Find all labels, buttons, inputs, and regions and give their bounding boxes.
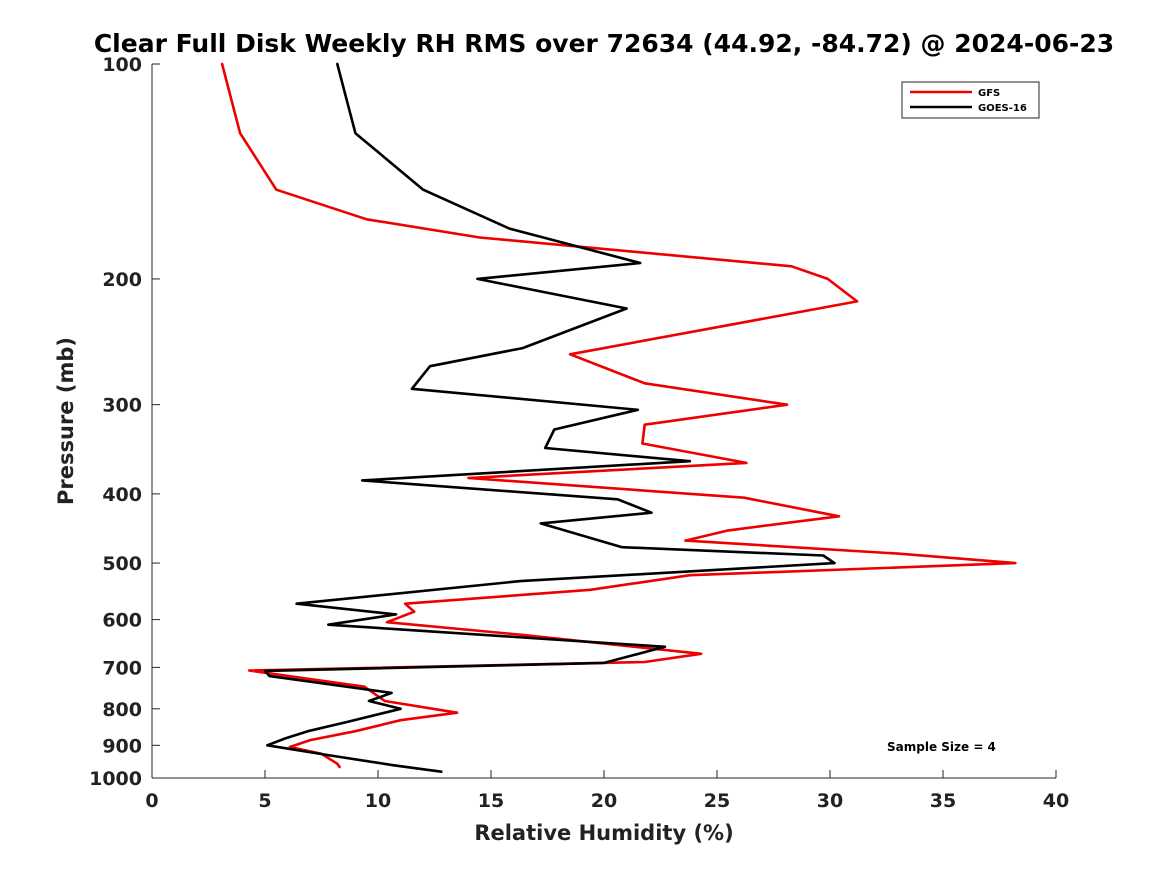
y-tick-label: 500 [102,553,142,575]
x-tick-label: 40 [1043,790,1069,812]
series-line-goes-16 [263,62,836,774]
chart-title: Clear Full Disk Weekly RH RMS over 72634… [94,29,1114,58]
series-lines [220,62,1017,774]
legend-box [901,81,1040,119]
y-tick-label: 1000 [89,768,142,790]
x-tick-label: 10 [365,790,391,812]
y-ticks: 100 200 300 400 500 600 700 800 900 1000 [89,54,160,790]
y-tick-label: 200 [102,269,142,291]
legend-label-goes-16: GOES-16 [978,103,1027,114]
y-tick-label: 400 [102,484,142,506]
x-tick-label: 0 [145,790,158,812]
y-tick-label: 300 [102,395,142,417]
sample-size-annotation: Sample Size = 4 [887,740,996,754]
x-tick-label: 20 [591,790,617,812]
legend-label-gfs: GFS [978,88,1000,99]
legend: GFS GOES-16 [901,81,1040,119]
y-tick-label: 900 [102,735,142,757]
x-tick-label: 35 [930,790,956,812]
y-tick-label: 800 [102,699,142,721]
y-axis-label: Pressure (mb) [54,337,78,505]
y-tick-label: 700 [102,657,142,679]
x-tick-label: 30 [817,790,843,812]
y-tick-label: 100 [102,54,142,76]
x-ticks: 0 5 10 15 20 25 30 35 40 [145,770,1069,812]
x-axis-label: Relative Humidity (%) [474,821,733,845]
plot-area: 0 5 10 15 20 25 30 35 40 100 200 300 400 500 600 700 80… [89,54,1069,812]
x-tick-label: 15 [478,790,504,812]
y-tick-label: 600 [102,610,142,632]
x-tick-label: 5 [258,790,271,812]
x-tick-label: 25 [704,790,730,812]
series-line-gfs [220,62,1017,769]
